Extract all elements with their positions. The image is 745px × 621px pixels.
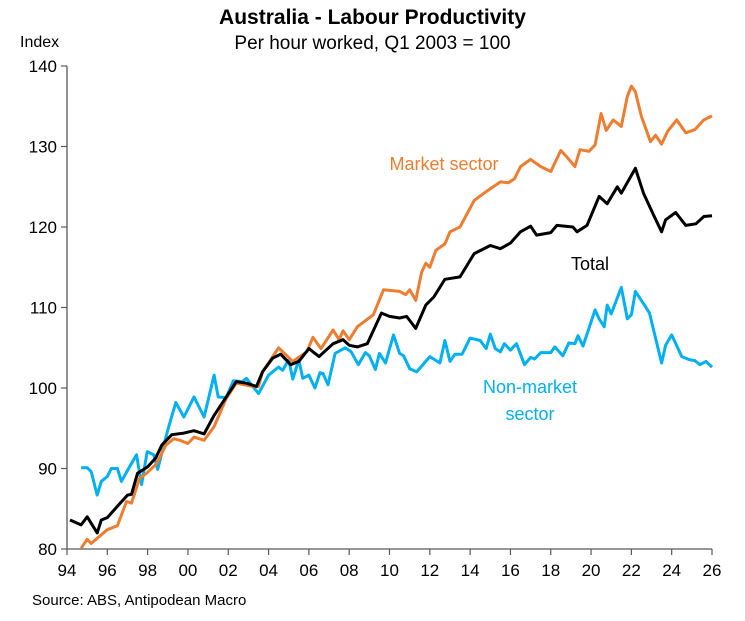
x-tick-label: 10 [380,561,399,580]
x-tick-label: 14 [461,561,480,580]
total-line [69,166,713,535]
x-tick-label: 18 [541,561,560,580]
y-tick-label: 90 [38,460,57,479]
chart-title: Australia - Labour Productivity [219,6,526,29]
y-tick-label: 100 [29,379,57,398]
chart-subtitle: Per hour worked, Q1 2003 = 100 [234,33,511,54]
y-tick-label: 110 [30,299,57,318]
x-tick-label: 26 [703,561,722,580]
x-tick-label: 22 [622,561,641,580]
y-tick-label: 140 [29,57,57,76]
source-note: Source: ABS, Antipodean Macro [32,592,247,609]
x-tick-label: 02 [219,561,238,580]
y-axis-label: Index [20,34,60,51]
non-market-sector-line [81,285,714,497]
non-market-sector-label: Non-market [483,377,577,397]
series-labels: Market sector Total Non-market sector [389,154,609,424]
axes: 80 90 100 110 120 130 140 94 96 98 00 02 04 06 08 10 12 1… [29,57,722,580]
x-tick-label: 08 [340,561,359,580]
x-tick-label: 04 [259,561,278,580]
market-sector-line [79,84,713,550]
x-tick-label: 00 [178,561,197,580]
x-tick-label: 12 [420,561,439,580]
x-tick-label: 94 [58,561,77,580]
x-tick-label: 20 [582,561,601,580]
y-tick-label: 130 [29,138,57,157]
market-sector-label: Market sector [389,154,498,174]
x-tick-label: 06 [299,561,318,580]
total-label: Total [571,254,609,274]
y-tick-label: 120 [29,218,57,237]
series-lines [69,84,714,550]
x-tick-label: 98 [138,561,157,580]
y-tick-label: 80 [38,540,57,559]
x-tick-label: 24 [662,561,681,580]
x-tick-label: 16 [501,561,520,580]
x-tick-label: 96 [98,561,117,580]
non-market-sector-label: sector [505,404,554,424]
